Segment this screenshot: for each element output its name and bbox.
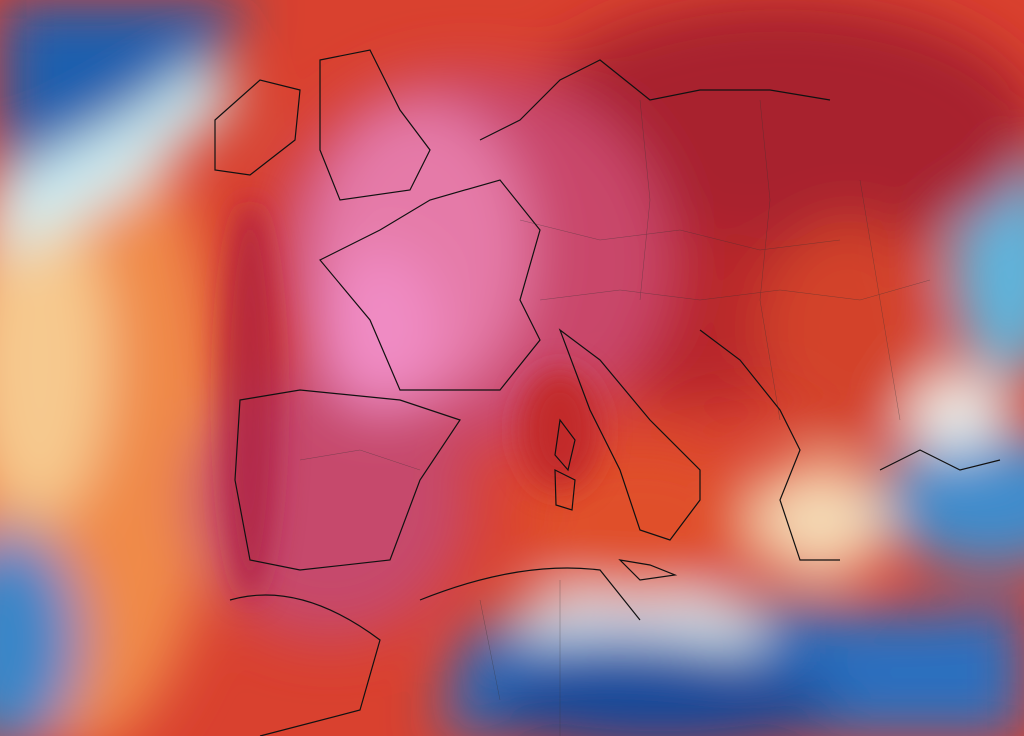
coastlines <box>214 49 1001 736</box>
borders <box>299 99 931 736</box>
temperature-detail <box>220 200 600 600</box>
